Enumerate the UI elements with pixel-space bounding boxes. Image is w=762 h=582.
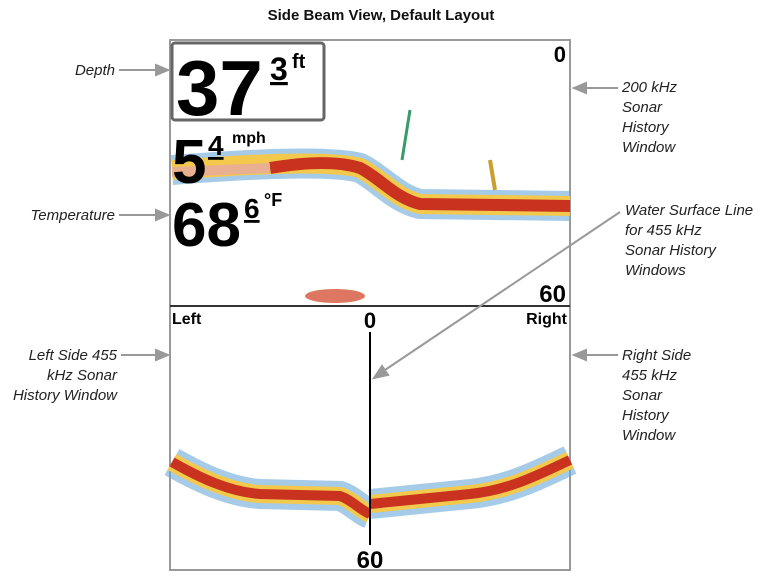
- sonar-return: [171, 163, 271, 177]
- arrow: [381, 211, 621, 373]
- annotation-line: History Window: [13, 387, 118, 404]
- speed-value: 5: [172, 128, 206, 197]
- annotation-line: Right Side: [622, 347, 691, 364]
- annotation-line: Window: [622, 427, 676, 444]
- side-scale-top: 0: [364, 308, 376, 333]
- annotation-line: Sonar History: [625, 242, 717, 259]
- left-label: Left: [172, 311, 202, 328]
- sonar-return: [488, 159, 497, 191]
- temperature-fraction: 6: [244, 193, 260, 224]
- depth-fraction: 3: [270, 51, 288, 87]
- depth-value: 37: [176, 44, 263, 132]
- side-scale-bottom: 60: [357, 547, 384, 574]
- depth-box: [170, 41, 326, 122]
- scale-bottom: 60: [539, 281, 566, 308]
- sonar-return: [369, 455, 573, 509]
- sonar-return: [305, 289, 365, 303]
- annotation-line: Windows: [625, 262, 686, 279]
- annotation-line: for 455 kHz: [625, 222, 702, 239]
- annotation-line: Window: [622, 139, 676, 156]
- speed-unit: mph: [232, 130, 266, 147]
- annotation-line: History: [622, 407, 670, 424]
- annotation-line: Sonar: [622, 99, 663, 116]
- annotation-line: Water Surface Line: [625, 202, 753, 219]
- arrow-head: [571, 348, 587, 362]
- annotations: Depth Temperature Left Side 455 kHz Sonar Hi…: [13, 62, 753, 444]
- annotation-line: 200 kHz: [621, 79, 678, 96]
- speed-fraction: 4: [208, 130, 224, 161]
- annotation-line: History: [622, 119, 670, 136]
- annotation-line: Depth: [75, 62, 115, 79]
- annotation-line: Sonar: [622, 387, 663, 404]
- annotation-line: Temperature: [31, 207, 116, 224]
- temperature-value: 68: [172, 191, 241, 260]
- arrow-head: [155, 208, 171, 222]
- temperature-unit: °F: [264, 190, 282, 210]
- arrow-head: [571, 81, 587, 95]
- arrow-head: [155, 348, 171, 362]
- depth-unit: ft: [292, 51, 306, 73]
- callouts: [119, 63, 621, 380]
- sonar-return: [169, 457, 373, 519]
- sonar-return: [269, 157, 571, 212]
- title: Side Beam View, Default Layout: [268, 7, 495, 24]
- arrow-head: [371, 364, 390, 380]
- sonar-screen: 37 3 ft 5 4 mph 68 6 °F 0 60 Left 0 Righ…: [164, 39, 577, 574]
- scale-top: 0: [554, 42, 566, 67]
- right-label: Right: [526, 311, 568, 328]
- annotation-line: 455 kHz: [622, 367, 678, 384]
- sonar-return: [400, 109, 412, 161]
- annotation-line: kHz Sonar: [47, 367, 118, 384]
- arrow-head: [155, 63, 171, 77]
- annotation-line: Left Side 455: [29, 347, 118, 364]
